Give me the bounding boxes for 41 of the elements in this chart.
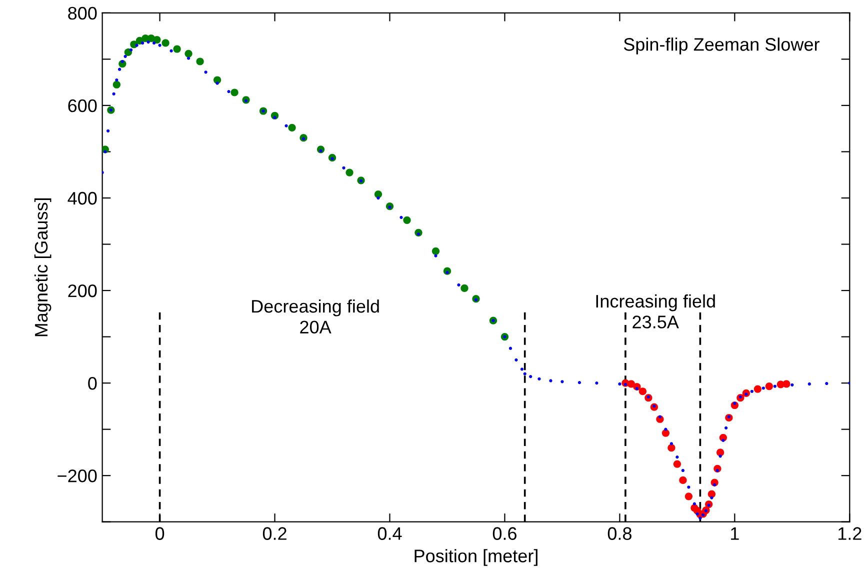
point (679, 476, 687, 484)
point (124, 48, 132, 56)
point (684, 492, 692, 500)
point (765, 382, 773, 390)
y-tick-label: 0 (88, 376, 97, 390)
point (754, 385, 762, 393)
x-tick-label: 1 (731, 527, 739, 540)
point (184, 50, 192, 58)
y-tick-label: 600 (68, 99, 97, 112)
point (668, 444, 676, 452)
annotation: Spin-flip Zeeman Slower (624, 38, 820, 54)
point (403, 216, 411, 224)
x-tick-label: 0.4 (378, 527, 402, 540)
point (782, 380, 790, 388)
annotation: Increasing field 23.5A (596, 294, 715, 328)
point (374, 190, 382, 198)
x-tick-label: 0.2 (262, 527, 286, 540)
x-tick-label: 0.8 (608, 527, 632, 540)
point (153, 36, 161, 44)
y-axis-title: Magnetic [Gauss] (34, 198, 52, 336)
point (173, 45, 181, 53)
x-axis-title: Position [meter] (414, 549, 538, 566)
y-tick-label: 800 (68, 6, 97, 20)
x-tick-label: 1.2 (838, 527, 862, 540)
point (230, 88, 238, 96)
x-tick-label: 0.6 (492, 527, 516, 540)
annotation: Decreasing field 20A (252, 299, 379, 334)
point (288, 124, 296, 132)
point (162, 39, 170, 47)
y-tick-label: 400 (68, 192, 97, 205)
point (638, 388, 647, 396)
point (627, 380, 636, 388)
x-tick-label: 0 (155, 527, 164, 540)
point (346, 168, 354, 176)
point (432, 247, 440, 255)
y-tick-label: −200 (58, 470, 97, 482)
point (112, 80, 120, 88)
point (196, 58, 204, 66)
point (460, 284, 468, 292)
y-tick-label: 200 (68, 284, 97, 298)
point (673, 460, 681, 468)
